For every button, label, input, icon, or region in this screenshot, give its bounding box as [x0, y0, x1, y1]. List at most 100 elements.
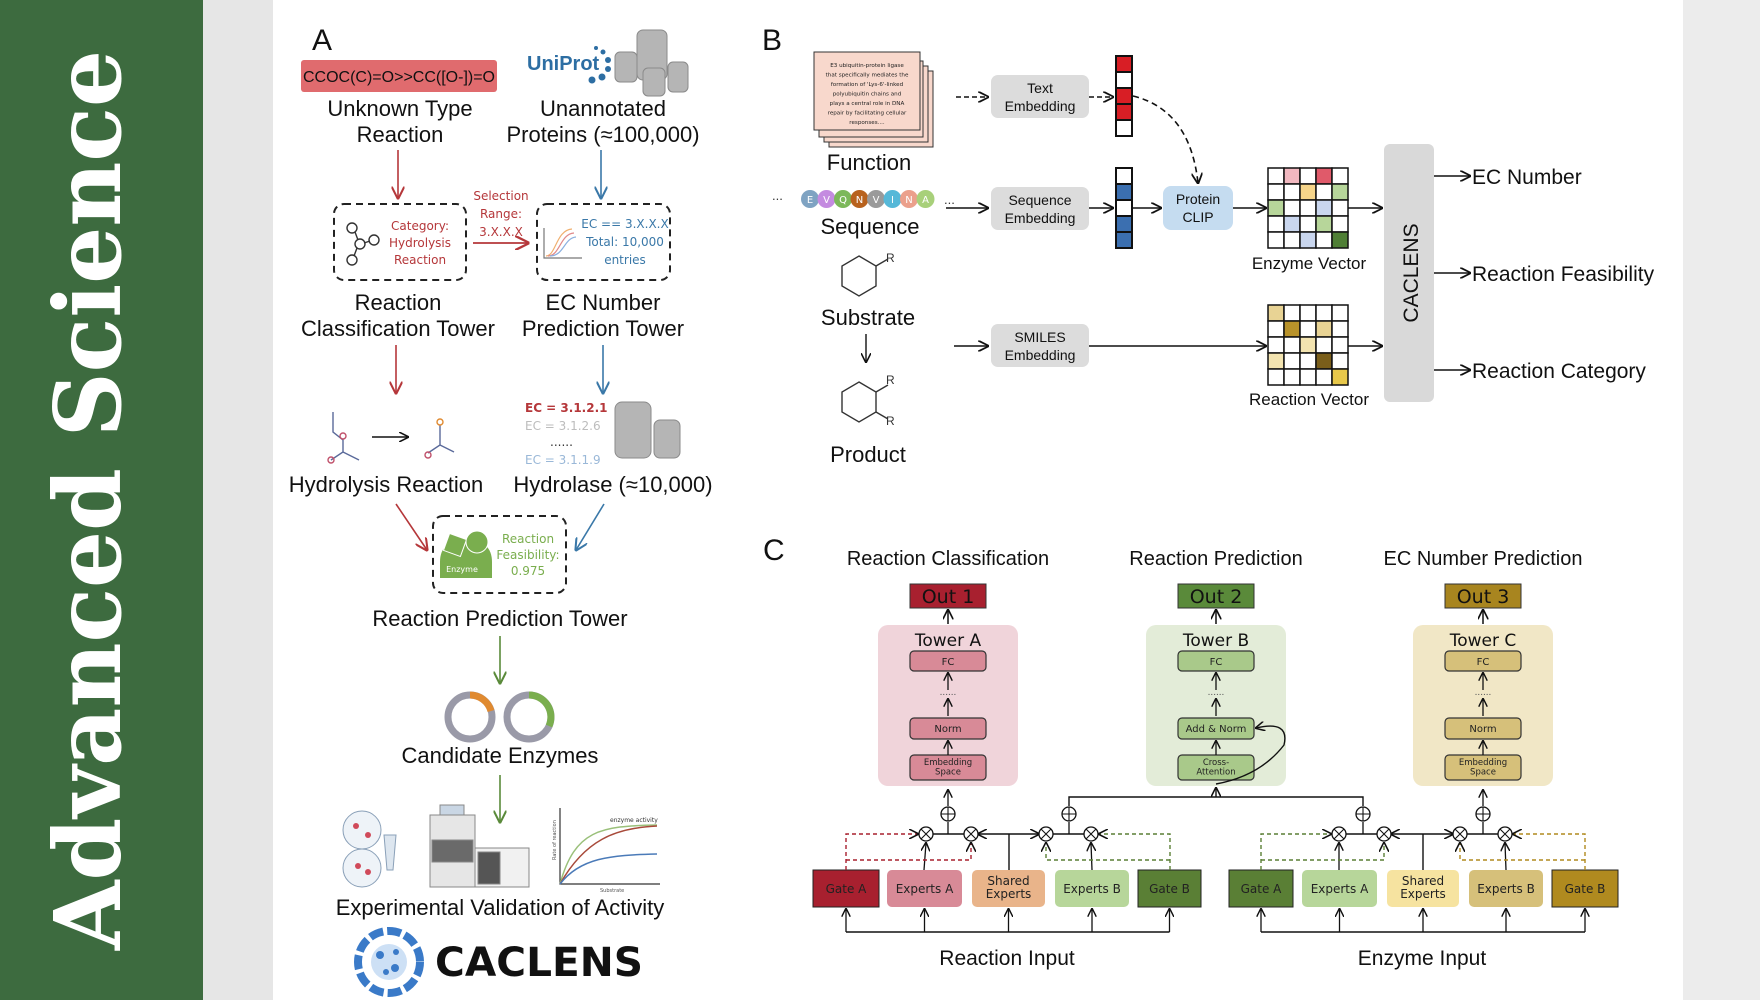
smiles-embedding-label: SMILES Embedding [1005, 329, 1076, 363]
sequence-embedding-vector [1115, 167, 1133, 249]
feasibility-text: Reaction Feasibility: 0.975 [496, 532, 559, 578]
hplc-instrument-icon [429, 804, 530, 888]
chart-ylabel: Rate of reaction [552, 820, 558, 860]
tower-title: Tower A [914, 631, 982, 651]
residue-bead [817, 190, 836, 208]
gate-signal [1260, 834, 1331, 870]
output-box [909, 583, 987, 609]
chart-title: enzyme activity [610, 817, 658, 824]
task-title: EC Number Prediction [1384, 548, 1583, 570]
gate-signal [1513, 834, 1586, 870]
residue-letter: I [891, 195, 894, 206]
grid-cell [1299, 320, 1317, 338]
tower-layer-box [909, 650, 987, 672]
residue-bead [801, 190, 819, 208]
grid-cell [1315, 199, 1333, 217]
ec-list-item: EC = 3.1.2.1 [525, 401, 608, 415]
substrate-label: Substrate [821, 305, 915, 330]
hydrolase-label: Hydrolase (≈10,000) [513, 472, 712, 497]
grid-cell [1283, 167, 1301, 185]
grid-cell [1283, 336, 1301, 354]
grid-cell [1299, 199, 1317, 217]
journal-sidebar: Advanced Science [0, 0, 203, 1000]
module-box [887, 870, 962, 907]
grid-cell [1315, 231, 1333, 249]
sequence-embedding-label: Sequence Embedding [1005, 192, 1076, 226]
grid-cell [1315, 320, 1333, 338]
function-label: Function [827, 150, 911, 175]
grid-cell [1267, 215, 1285, 233]
tower-layer-label: FC [1210, 657, 1223, 668]
output-label: Out 2 [1190, 586, 1243, 608]
function-document-stack: E3 ubiquitin-protein ligase that specific… [813, 51, 934, 148]
protein-clip-box [1163, 186, 1233, 230]
module-box [1302, 870, 1377, 907]
vector-cell [1115, 71, 1133, 89]
reaction-input-label: Reaction Input [939, 947, 1075, 970]
gate-signal [845, 834, 918, 870]
grid-cell [1331, 336, 1349, 354]
layer-ellipsis: ...... [1208, 687, 1225, 698]
grid-cell [1331, 183, 1349, 201]
uniprot-logo-text: UniProt [527, 53, 600, 75]
database-icon [614, 29, 689, 97]
tower-title: Tower C [1449, 631, 1517, 651]
panel-b: B E3 ubiquitin-protein ligase that specif… [762, 24, 1655, 467]
module-label: Gate A [1241, 882, 1283, 896]
product-benzene-icon: R R [841, 373, 895, 428]
module-label: Gate A [826, 882, 868, 896]
gate-signal [1261, 843, 1384, 861]
module-box [1551, 869, 1619, 908]
smiles-text: CCOC(C)=O>>CC([O-])=O [303, 69, 495, 86]
residue-letter: N [856, 195, 863, 206]
product-label: Product [830, 442, 906, 467]
curve-chart-icon [543, 228, 582, 259]
hydrolysis-reaction-icon [327, 412, 455, 464]
sequence-label: Sequence [820, 214, 919, 239]
category-text: Category: Hydrolysis Reaction [389, 219, 451, 267]
output-ec-number: EC Number [1472, 166, 1582, 189]
uniprot-logo: UniProt [527, 46, 611, 84]
tower-layer-label: Embedding Space [1459, 758, 1507, 777]
grid-cell [1331, 231, 1349, 249]
residue-letter: A [922, 195, 929, 206]
chart-xlabel: Substrate [600, 888, 624, 894]
module-box [1055, 870, 1129, 907]
output-box [1444, 583, 1522, 609]
module-box [1137, 869, 1202, 908]
smiles-box [301, 60, 497, 92]
module-label: Shared Experts [986, 874, 1032, 901]
residue-bead [916, 190, 935, 208]
ec-prediction-tower-label: EC Number Prediction Tower [522, 290, 684, 341]
gate-signal [846, 843, 971, 861]
grid-cell [1267, 231, 1285, 249]
grid-cell [1299, 368, 1317, 386]
unannotated-proteins-label: Unannotated Proteins (≈100,000) [506, 96, 699, 147]
tower-title: Tower B [1182, 631, 1249, 651]
panel-c: C Reaction Input Enzyme Input Reaction C… [763, 534, 1619, 970]
grid-cell [1315, 336, 1333, 354]
gate-signal [1460, 843, 1585, 861]
hydrolysis-reaction-label: Hydrolysis Reaction [289, 472, 483, 497]
gate-signal [1099, 834, 1171, 870]
task-title: Reaction Classification [847, 548, 1049, 570]
ec-list: EC = 3.1.2.1 EC = 3.1.2.6 ...... EC = 3.… [525, 401, 608, 467]
vector-cell [1115, 119, 1133, 137]
vector-cell [1115, 87, 1133, 105]
journal-title: Advanced Science [34, 50, 142, 951]
tower-layer-label: Embedding Space [924, 758, 972, 777]
tower-layer-label: Norm [1469, 724, 1496, 735]
ec-list-item: EC = 3.1.1.9 [525, 453, 601, 467]
vector-cell [1115, 103, 1133, 121]
panel-a: A CCOC(C)=O>>CC([O-])=O UniProt Unknown … [289, 24, 713, 997]
grid-cell [1331, 304, 1349, 322]
module-label: Gate B [1149, 882, 1190, 896]
molecule-icon [346, 222, 380, 266]
gate-signal [1046, 843, 1170, 861]
grid-cell [1331, 167, 1349, 185]
grid-cell [1315, 368, 1333, 386]
tower-layer-box [909, 717, 987, 740]
grid-cell [1283, 183, 1301, 201]
grid-cell [1299, 183, 1317, 201]
